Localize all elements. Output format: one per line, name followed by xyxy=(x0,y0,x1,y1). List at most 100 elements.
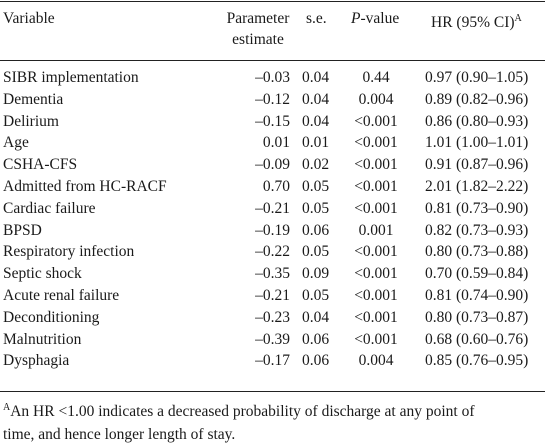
cell-variable: Malnutrition xyxy=(3,330,82,348)
cell-pvalue: <0.001 xyxy=(354,265,398,283)
header-pvalue: P-value xyxy=(351,8,399,29)
cell-hr: 0.81 (0.74–0.90) xyxy=(425,286,529,304)
cell-variable: CSHA-CFS xyxy=(3,156,78,174)
header-parameter-estimate: Parameter estimate xyxy=(208,8,308,50)
cell-se: 0.06 xyxy=(302,352,330,370)
cell-pvalue: <0.001 xyxy=(354,177,398,195)
cell-pvalue: 0.44 xyxy=(362,69,390,86)
cell-se: 0.04 xyxy=(302,69,330,86)
cell-se: 0.06 xyxy=(302,221,330,239)
table-row: Dementia –0.12 0.04 0.004 0.89 (0.82–0.96) xyxy=(0,89,545,111)
cell-variable: Age xyxy=(3,134,29,152)
cell-se: 0.04 xyxy=(302,90,330,108)
cell-pvalue: <0.001 xyxy=(354,134,398,152)
cell-se: 0.05 xyxy=(302,286,330,304)
cell-pvalue: 0.001 xyxy=(358,221,394,239)
cell-se: 0.06 xyxy=(302,330,330,348)
table-row: BPSD –0.19 0.06 0.001 0.82 (0.73–0.93) xyxy=(0,220,545,242)
header-pvalue-italic: P xyxy=(351,10,361,27)
cell-estimate: –0.17 xyxy=(255,352,290,370)
header-se: s.e. xyxy=(306,10,327,27)
table-header-rule xyxy=(0,60,545,61)
footnote-marker: A xyxy=(3,402,11,413)
cell-variable: Delirium xyxy=(3,112,59,130)
cell-pvalue: <0.001 xyxy=(354,199,398,217)
cell-se: 0.05 xyxy=(302,177,330,195)
cell-hr: 0.81 (0.73–0.90) xyxy=(425,199,529,217)
table-row: CSHA-CFS –0.09 0.02 <0.001 0.91 (0.87–0.96) xyxy=(0,154,545,176)
cell-pvalue: <0.001 xyxy=(354,243,398,261)
table-row: Dysphagia –0.17 0.06 0.004 0.85 (0.76–0.95) xyxy=(0,350,545,372)
table-row: Admitted from HC-RACF 0.70 0.05 <0.001 2.01 … xyxy=(0,176,545,198)
cell-estimate: –0.23 xyxy=(255,308,290,326)
table-row: Malnutrition –0.39 0.06 <0.001 0.68 (0.60–0.… xyxy=(0,329,545,351)
cell-pvalue: <0.001 xyxy=(354,308,398,326)
table-bottom-rule xyxy=(0,391,545,392)
table-body: SIBR implementation –0.03 0.04 0.44 0.97 (0.… xyxy=(0,67,545,372)
table-row: Cardiac failure –0.21 0.05 <0.001 0.81 (0.73… xyxy=(0,198,545,220)
cell-se: 0.04 xyxy=(302,308,330,326)
cell-variable: BPSD xyxy=(3,221,42,239)
cell-hr: 0.89 (0.82–0.96) xyxy=(425,90,529,108)
cell-se: 0.04 xyxy=(302,112,330,130)
table-row: Age 0.01 0.01 <0.001 1.01 (1.00–1.01) xyxy=(0,132,545,154)
cell-pvalue: <0.001 xyxy=(354,286,398,304)
cell-estimate: –0.22 xyxy=(255,243,290,261)
cell-pvalue: 0.004 xyxy=(358,90,394,108)
cell-estimate: 0.70 xyxy=(262,177,290,195)
cell-variable: Dementia xyxy=(3,90,64,108)
cell-estimate: 0.01 xyxy=(262,134,290,152)
cell-hr: 0.80 (0.73–0.87) xyxy=(425,308,529,326)
cell-variable: Acute renal failure xyxy=(3,286,120,304)
cell-hr: 0.82 (0.73–0.93) xyxy=(425,221,529,239)
header-parameter-line2: estimate xyxy=(232,31,284,48)
cell-hr: 0.70 (0.59–0.84) xyxy=(425,265,529,283)
cell-hr: 2.01 (1.82–2.22) xyxy=(425,177,529,195)
table-footnote: AAn HR <1.00 indicates a decreased proba… xyxy=(3,396,543,446)
cell-se: 0.02 xyxy=(302,156,330,174)
table-top-rule xyxy=(0,1,545,2)
cell-estimate: –0.03 xyxy=(255,69,290,86)
cell-estimate: –0.39 xyxy=(255,330,290,348)
cell-estimate: –0.21 xyxy=(255,199,290,217)
table-row: Delirium –0.15 0.04 <0.001 0.86 (0.80–0.93) xyxy=(0,111,545,133)
cell-variable: Cardiac failure xyxy=(3,199,96,217)
footnote-line1: An HR <1.00 indicates a decreased probab… xyxy=(10,403,475,420)
table-row: Respiratory infection –0.22 0.05 <0.001 0.80… xyxy=(0,241,545,263)
cell-pvalue: 0.004 xyxy=(358,352,394,370)
cell-variable: Respiratory infection xyxy=(3,243,135,261)
cell-hr: 0.91 (0.87–0.96) xyxy=(425,156,529,174)
header-pvalue-rest: -value xyxy=(360,10,400,27)
cell-pvalue: <0.001 xyxy=(354,112,398,130)
cell-hr: 1.01 (1.00–1.01) xyxy=(425,134,529,152)
header-hr-footnote-marker: A xyxy=(514,13,522,24)
cell-estimate: –0.19 xyxy=(255,221,290,239)
cell-variable: SIBR implementation xyxy=(3,69,139,86)
cell-se: 0.09 xyxy=(302,265,330,283)
cell-pvalue: <0.001 xyxy=(354,156,398,174)
cell-variable: Admitted from HC-RACF xyxy=(3,177,167,195)
table-header: Variable Parameter estimate s.e. P-value… xyxy=(0,8,545,58)
cell-hr: 0.97 (0.90–1.05) xyxy=(425,69,529,86)
footnote-line2: time, and hence longer length of stay. xyxy=(3,426,236,443)
cell-se: 0.01 xyxy=(302,134,330,152)
cell-hr: 0.86 (0.80–0.93) xyxy=(425,112,529,130)
header-parameter-line1: Parameter xyxy=(226,10,290,27)
cell-estimate: –0.09 xyxy=(255,156,290,174)
cell-variable: Dysphagia xyxy=(3,352,70,370)
table-row: SIBR implementation –0.03 0.04 0.44 0.97 (0.… xyxy=(0,67,545,89)
cell-variable: Deconditioning xyxy=(3,308,100,326)
header-variable: Variable xyxy=(3,10,55,27)
header-hr: HR (95% CI)A xyxy=(431,8,522,33)
table-row: Acute renal failure –0.21 0.05 <0.001 0.81 (… xyxy=(0,285,545,307)
cell-hr: 0.68 (0.60–0.76) xyxy=(425,330,529,348)
table-row: Septic shock –0.35 0.09 <0.001 0.70 (0.59–0.… xyxy=(0,263,545,285)
cell-se: 0.05 xyxy=(302,243,330,261)
table-row: Deconditioning –0.23 0.04 <0.001 0.80 (0.73–… xyxy=(0,307,545,329)
cell-variable: Septic shock xyxy=(3,265,82,283)
cell-hr: 0.85 (0.76–0.95) xyxy=(425,352,529,370)
header-hr-label: HR (95% CI) xyxy=(431,14,515,31)
cell-estimate: –0.21 xyxy=(255,286,290,304)
cell-estimate: –0.12 xyxy=(255,90,290,108)
